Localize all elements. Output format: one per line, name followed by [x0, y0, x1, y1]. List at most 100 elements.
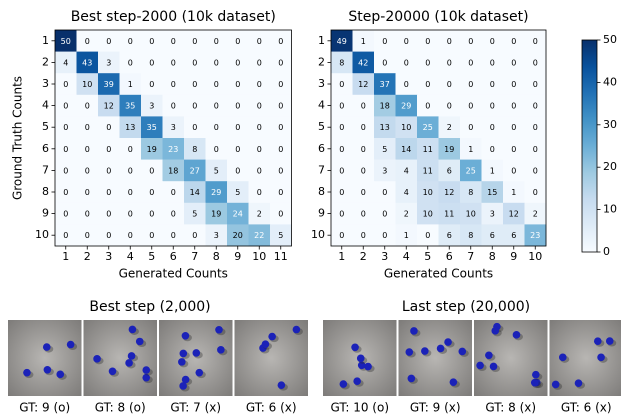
cell-label: 0 — [85, 231, 90, 240]
cell-label: 0 — [533, 37, 538, 46]
colorbar-tick-label: 20 — [603, 160, 617, 173]
cell-label: 1 — [404, 231, 409, 240]
heatmap-cell — [460, 94, 482, 117]
cell-label: 0 — [382, 231, 387, 240]
cell-label: 0 — [171, 102, 176, 111]
image-caption: GT: 9 (o) — [19, 401, 70, 415]
blue-dot — [558, 353, 567, 362]
heatmap-cell — [248, 202, 271, 225]
cell-label: 0 — [106, 145, 111, 154]
blue-dot — [217, 346, 225, 354]
heatmap-cell — [417, 224, 439, 247]
heatmap-cell — [205, 94, 228, 117]
section-title: Best step (2,000) — [89, 299, 210, 315]
cell-label: 0 — [468, 58, 473, 67]
heatmap-cell — [119, 73, 142, 96]
heatmap-cell — [98, 181, 120, 204]
cell-label: 2 — [404, 210, 409, 219]
heatmap-cell — [481, 159, 504, 182]
cell-label: 37 — [380, 80, 390, 89]
cell-label: 0 — [425, 102, 430, 111]
cell-label: 0 — [511, 102, 516, 111]
blue-dot — [605, 337, 614, 345]
heatmap-cell — [55, 30, 77, 52]
heatmap-cell — [162, 202, 185, 225]
cell-label: 0 — [85, 37, 90, 46]
cell-label: 0 — [278, 210, 283, 219]
blue-dot — [421, 347, 429, 355]
cell-label: 14 — [190, 188, 200, 197]
heatmap-cell — [417, 51, 439, 74]
heatmap-cell — [248, 224, 271, 247]
heatmap-cell — [162, 51, 185, 74]
colorbar — [581, 39, 598, 253]
heatmap-cell — [205, 138, 228, 160]
heatmap-cell — [524, 94, 547, 117]
cell-label: 0 — [533, 123, 538, 132]
heatmap-cell — [460, 73, 482, 96]
heatmap-cell — [481, 94, 504, 117]
x-tick-label: 7 — [467, 250, 474, 263]
heatmap-cell — [395, 94, 418, 117]
heatmap-cell — [438, 202, 461, 225]
heatmap-cell — [248, 116, 271, 139]
cell-label: 0 — [149, 231, 154, 240]
cell-label: 0 — [490, 145, 495, 154]
blue-dot — [66, 340, 75, 349]
blue-dot — [178, 358, 186, 366]
x-tick-label: 9 — [510, 250, 517, 263]
colorbar-tick-label: 10 — [603, 203, 617, 216]
cell-label: 0 — [511, 123, 516, 132]
cell-label: 0 — [278, 37, 283, 46]
cell-label: 0 — [85, 210, 90, 219]
heatmap-cell — [352, 94, 375, 117]
x-axis-label: Generated Counts — [384, 267, 493, 281]
heatmap-cell — [503, 138, 525, 160]
x-tick-label: 6 — [446, 250, 453, 263]
heatmap-cell — [248, 138, 271, 160]
cell-label: 1 — [361, 37, 366, 46]
blue-dot — [179, 349, 188, 358]
heatmap-cell — [141, 116, 163, 139]
blue-dot — [261, 340, 270, 348]
x-tick-label: 3 — [105, 250, 112, 263]
heatmap-cell — [119, 116, 142, 139]
cell-label: 35 — [125, 102, 135, 111]
heatmap-cell — [331, 159, 353, 182]
cell-label: 0 — [533, 188, 538, 197]
y-tick-label: 8 — [42, 185, 49, 198]
blue-dot — [142, 373, 151, 382]
heatmap-cell — [524, 51, 547, 74]
heatmap-cell — [98, 30, 120, 52]
cell-label: 0 — [339, 145, 344, 154]
x-tick-label: 4 — [127, 250, 134, 263]
cell-label: 0 — [63, 123, 68, 132]
heatmap-cell — [438, 159, 461, 182]
heatmap-cell — [481, 224, 504, 247]
heatmap-cell — [98, 202, 120, 225]
cell-label: 8 — [339, 58, 344, 67]
heatmap-cell — [270, 224, 292, 247]
cell-label: 0 — [339, 80, 344, 89]
y-tick-label: 5 — [42, 120, 49, 133]
cell-label: 20 — [233, 231, 243, 240]
x-tick-label: 10 — [252, 250, 266, 263]
heatmap-cell — [184, 51, 206, 74]
heatmap-cell — [460, 51, 482, 74]
blue-dot — [593, 337, 602, 346]
heatmap-cell — [76, 138, 99, 160]
y-tick-label: 1 — [42, 34, 49, 47]
heatmap-cell — [248, 51, 271, 74]
heatmap-cell — [119, 159, 142, 182]
heatmap-cell — [417, 181, 439, 204]
cell-label: 0 — [85, 166, 90, 175]
cell-label: 6 — [447, 231, 452, 240]
cell-label: 0 — [382, 188, 387, 197]
heatmap-cell — [162, 116, 185, 139]
heatmap-cell — [205, 224, 228, 247]
cell-label: 0 — [511, 58, 516, 67]
heatmap-cell — [331, 181, 353, 204]
blue-dot — [476, 361, 484, 370]
cell-label: 0 — [257, 145, 262, 154]
heatmap-cell — [55, 73, 77, 96]
